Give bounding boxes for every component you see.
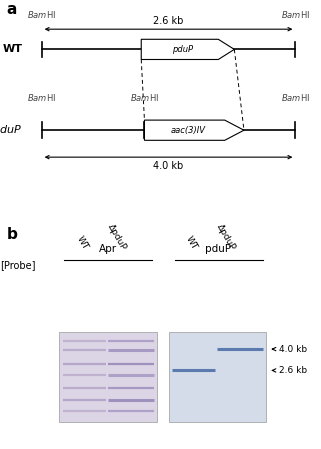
Text: $Bam$HI: $Bam$HI [27, 9, 56, 20]
Polygon shape [141, 40, 234, 60]
Polygon shape [144, 120, 244, 140]
Text: b: b [6, 227, 17, 242]
Text: $Bam$HI: $Bam$HI [281, 92, 310, 103]
Text: $Bam$HI: $Bam$HI [27, 92, 56, 103]
Text: [Probe]: [Probe] [0, 260, 35, 270]
Text: 4.0 kb: 4.0 kb [153, 161, 184, 171]
Text: pduP: pduP [205, 244, 231, 254]
Text: 2.6 kb: 2.6 kb [279, 366, 308, 375]
Bar [59, 332, 157, 422]
Text: pduP: pduP [172, 45, 194, 54]
Text: 4.0 kb: 4.0 kb [279, 344, 308, 354]
Text: ΔpduP: ΔpduP [106, 222, 128, 251]
Text: aac(3)IV: aac(3)IV [170, 126, 205, 135]
Text: $\Delta pduP$: $\Delta pduP$ [0, 123, 22, 137]
Text: ΔpduP: ΔpduP [215, 222, 237, 251]
Bar [169, 332, 266, 422]
Text: WT: WT [184, 234, 199, 251]
Text: WT: WT [75, 234, 90, 251]
Text: Apr: Apr [99, 244, 117, 254]
Text: WT: WT [3, 44, 22, 54]
Text: $Bam$HI: $Bam$HI [130, 92, 159, 103]
Text: 2.6 kb: 2.6 kb [153, 16, 184, 26]
Text: $Bam$HI: $Bam$HI [281, 9, 310, 20]
Text: a: a [6, 2, 17, 17]
